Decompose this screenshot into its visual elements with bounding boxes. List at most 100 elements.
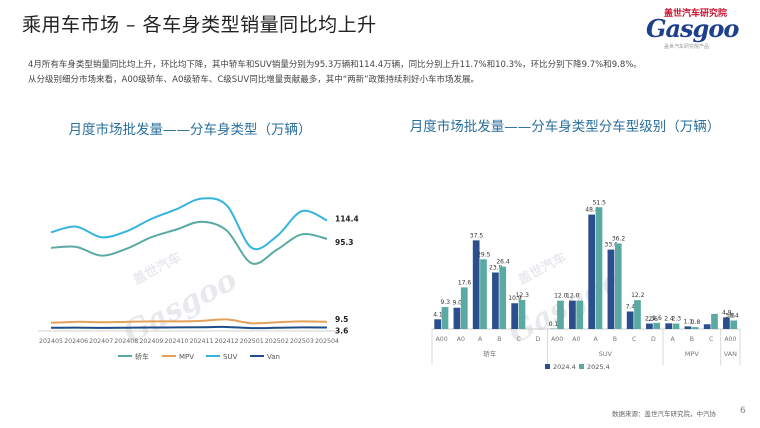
bar-2024.4-7 [569, 300, 576, 329]
bar-2025.4-6 [557, 300, 564, 329]
line-x-tick-label: 202501 [240, 338, 264, 345]
page-number: 6 [740, 406, 746, 416]
legend-label: 2025.4 [587, 363, 610, 371]
bar-value-label: 1.1 [683, 318, 693, 325]
bar-category-label: C [632, 336, 636, 343]
bar-2025.4-13 [691, 327, 699, 329]
data-source: 数据来源：盖世汽车研究院，中汽协 [612, 410, 716, 418]
bar-category-label: B [497, 336, 501, 343]
bar-category-label: C [709, 336, 713, 343]
bar-value-label: 12.0 [566, 293, 580, 300]
bar-value-label: 0.8 [691, 319, 701, 326]
bar-category-label: A00 [551, 336, 563, 343]
bar-2024.4-15 [723, 317, 730, 329]
bar-value-label: 9.0 [452, 300, 462, 307]
bar-value-label: 2.4 [664, 315, 674, 322]
bar-category-label: A [671, 336, 676, 343]
page-title: 乘用车市场 – 各车身类型销量同比均上升 [22, 14, 377, 36]
line-x-tick-label: 202502 [265, 338, 289, 345]
bar-2024.4-4 [511, 303, 519, 329]
watermark-left-cn: 盖世汽车 [131, 249, 184, 288]
bar-value-label: 10.9 [508, 295, 522, 302]
logo-wordmark: Gasgoo [646, 14, 739, 43]
line-x-tick-label: 202412 [215, 338, 239, 345]
bar-value-label: 12.0 [554, 293, 568, 300]
bar-2025.4-8 [595, 207, 603, 329]
bar-value-label: 2.6 [648, 316, 658, 323]
group-label: SUV [599, 350, 613, 358]
bar-2025.4-2 [480, 259, 487, 329]
bar-2024.4-13 [684, 326, 692, 329]
bar-2024.4-11 [646, 323, 653, 329]
bar-category-label: A0 [457, 336, 465, 343]
bar-value-label: 51.5 [593, 199, 607, 206]
bar-value-label: 12.2 [631, 292, 645, 299]
bar-category-label: A0 [572, 336, 580, 343]
line-end-label: 114.4 [335, 214, 359, 223]
bar-2025.4-9 [614, 243, 622, 329]
line-x-tick-label: 202407 [89, 338, 113, 345]
bar-2024.4-8 [588, 214, 596, 329]
bar-value-label: 2.6 [652, 315, 662, 322]
bar-2025.4-1 [460, 287, 468, 329]
bar-value-label: 4.9 [722, 309, 732, 316]
bar-category-label: A00 [724, 336, 736, 343]
bar-2025.4-11 [653, 322, 661, 329]
line-series-轿车 [50, 220, 328, 265]
line-x-tick-label: 202405 [39, 338, 63, 345]
bar-2024.4-12 [665, 323, 673, 329]
group-label: 轿车 [483, 349, 497, 358]
bar-value-label: 36.2 [612, 235, 626, 242]
bar-2025.4-3 [499, 266, 507, 329]
bar-value-label: 48.4 [585, 207, 599, 214]
bar-category-label: D [651, 336, 656, 343]
line-end-label: 3.6 [335, 327, 348, 336]
line-series-SUV [50, 197, 328, 251]
description-line-1: 4月所有车身类型销量同比均上升，环比均下降，其中轿车和SUV销量分别为95.3万… [28, 60, 642, 70]
bar-value-label: 7.4 [626, 304, 636, 311]
bar-2024.4-3 [492, 272, 499, 329]
bar-2025.4-12 [672, 323, 680, 329]
bar-chart-title: 月度市场批发量——分车身类型分车型级别（万辆） [409, 119, 721, 135]
line-end-label: 95.3 [335, 238, 354, 247]
bar-value-label: 37.5 [470, 232, 484, 239]
legend-label: 轿车 [135, 352, 149, 361]
bar-2025.4-15 [730, 320, 738, 329]
bar-value-label: 12.3 [516, 292, 530, 299]
bar-category-label: A [594, 336, 599, 343]
bar-value-label: 6.4 [729, 312, 739, 319]
bar-value-label: 23.9 [489, 265, 503, 272]
legend-label: MPV [179, 353, 194, 361]
line-end-label: 9.5 [335, 315, 348, 324]
line-x-tick-label: 202411 [190, 338, 214, 345]
bar-2024.4-0 [434, 319, 442, 329]
bar-value-label: 0.1 [549, 321, 559, 328]
legend-label: Van [267, 353, 280, 361]
logo-cn-text: 盖世汽车研究院 [664, 9, 728, 19]
bar-value-label: 9.3 [441, 299, 451, 306]
bar-2024.4-14 [703, 324, 711, 329]
bar-category-label: A [478, 336, 483, 343]
legend-swatch-2024.4 [545, 364, 550, 369]
bar-2024.4-10 [626, 311, 634, 329]
group-label: VAN [724, 350, 737, 358]
bar-value-label: 29.5 [477, 251, 491, 258]
legend-label: 2024.4 [553, 363, 576, 371]
bar-value-label: 26.4 [496, 259, 510, 266]
bar-2024.4-2 [472, 240, 480, 329]
bar-value-label: 2.3 [645, 316, 655, 323]
bar-category-label: A00 [436, 336, 448, 343]
line-series-Van [50, 325, 328, 330]
logo-subtitle: 盖世汽车研究院产品 [664, 44, 710, 50]
bar-2025.4-7 [576, 300, 584, 329]
line-x-tick-label: 202504 [315, 338, 339, 345]
legend-label: SUV [223, 353, 238, 361]
bar-value-label: 2.3 [672, 316, 682, 323]
group-label: MPV [685, 350, 700, 358]
description-line-2: 从分级别细分市场来看，A00级轿车、A0级轿车、C级SUV同比增量贡献最多，其中… [28, 75, 480, 85]
bar-2025.4-14 [711, 313, 718, 329]
description: 4月所有车身类型销量同比均上升，环比均下降，其中轿车和SUV销量分别为95.3万… [28, 58, 748, 88]
bar-2025.4-10 [634, 300, 641, 329]
bar-value-label: 3.6 [725, 312, 735, 319]
